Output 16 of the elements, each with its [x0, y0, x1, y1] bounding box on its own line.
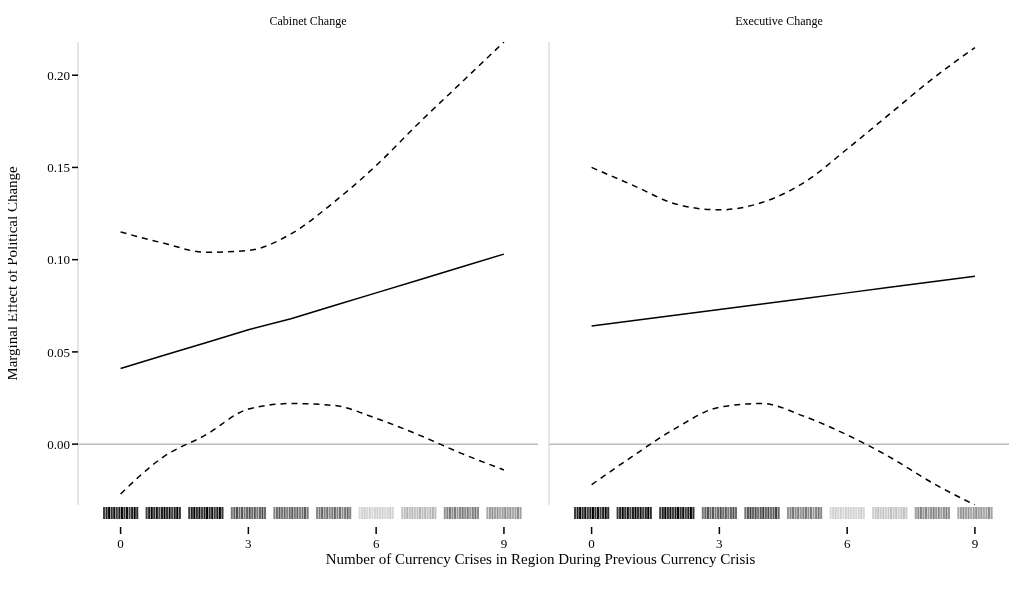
x-tick-label: 6 — [843, 536, 851, 551]
y-tick-label: 0.05 — [47, 344, 70, 360]
chart-title: Executive Change — [734, 14, 824, 29]
x-axis-title: Number of Currency Crises in Region During Previous Currency Crisis — [324, 551, 757, 568]
y-tick-label: 0.15 — [47, 160, 70, 176]
x-tick-label: 0 — [588, 536, 595, 551]
x-tick-label: 9 — [971, 536, 979, 551]
y-tick-label: 0.20 — [47, 67, 70, 83]
x-tick-label: 0 — [117, 536, 124, 551]
x-tick-label: 3 — [245, 536, 252, 551]
y-tick-label: 0.10 — [47, 252, 70, 268]
x-tick-label: 9 — [500, 536, 508, 551]
x-tick-label: 3 — [716, 536, 723, 551]
chart-title: Cabinet Change — [268, 14, 348, 29]
x-tick-label: 6 — [372, 536, 380, 551]
y-tick-label: 0.00 — [47, 436, 70, 452]
